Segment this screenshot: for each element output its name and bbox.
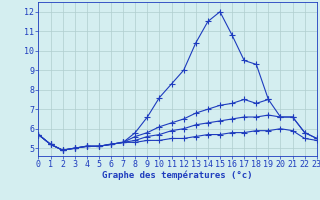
X-axis label: Graphe des températures (°c): Graphe des températures (°c) xyxy=(102,171,253,180)
